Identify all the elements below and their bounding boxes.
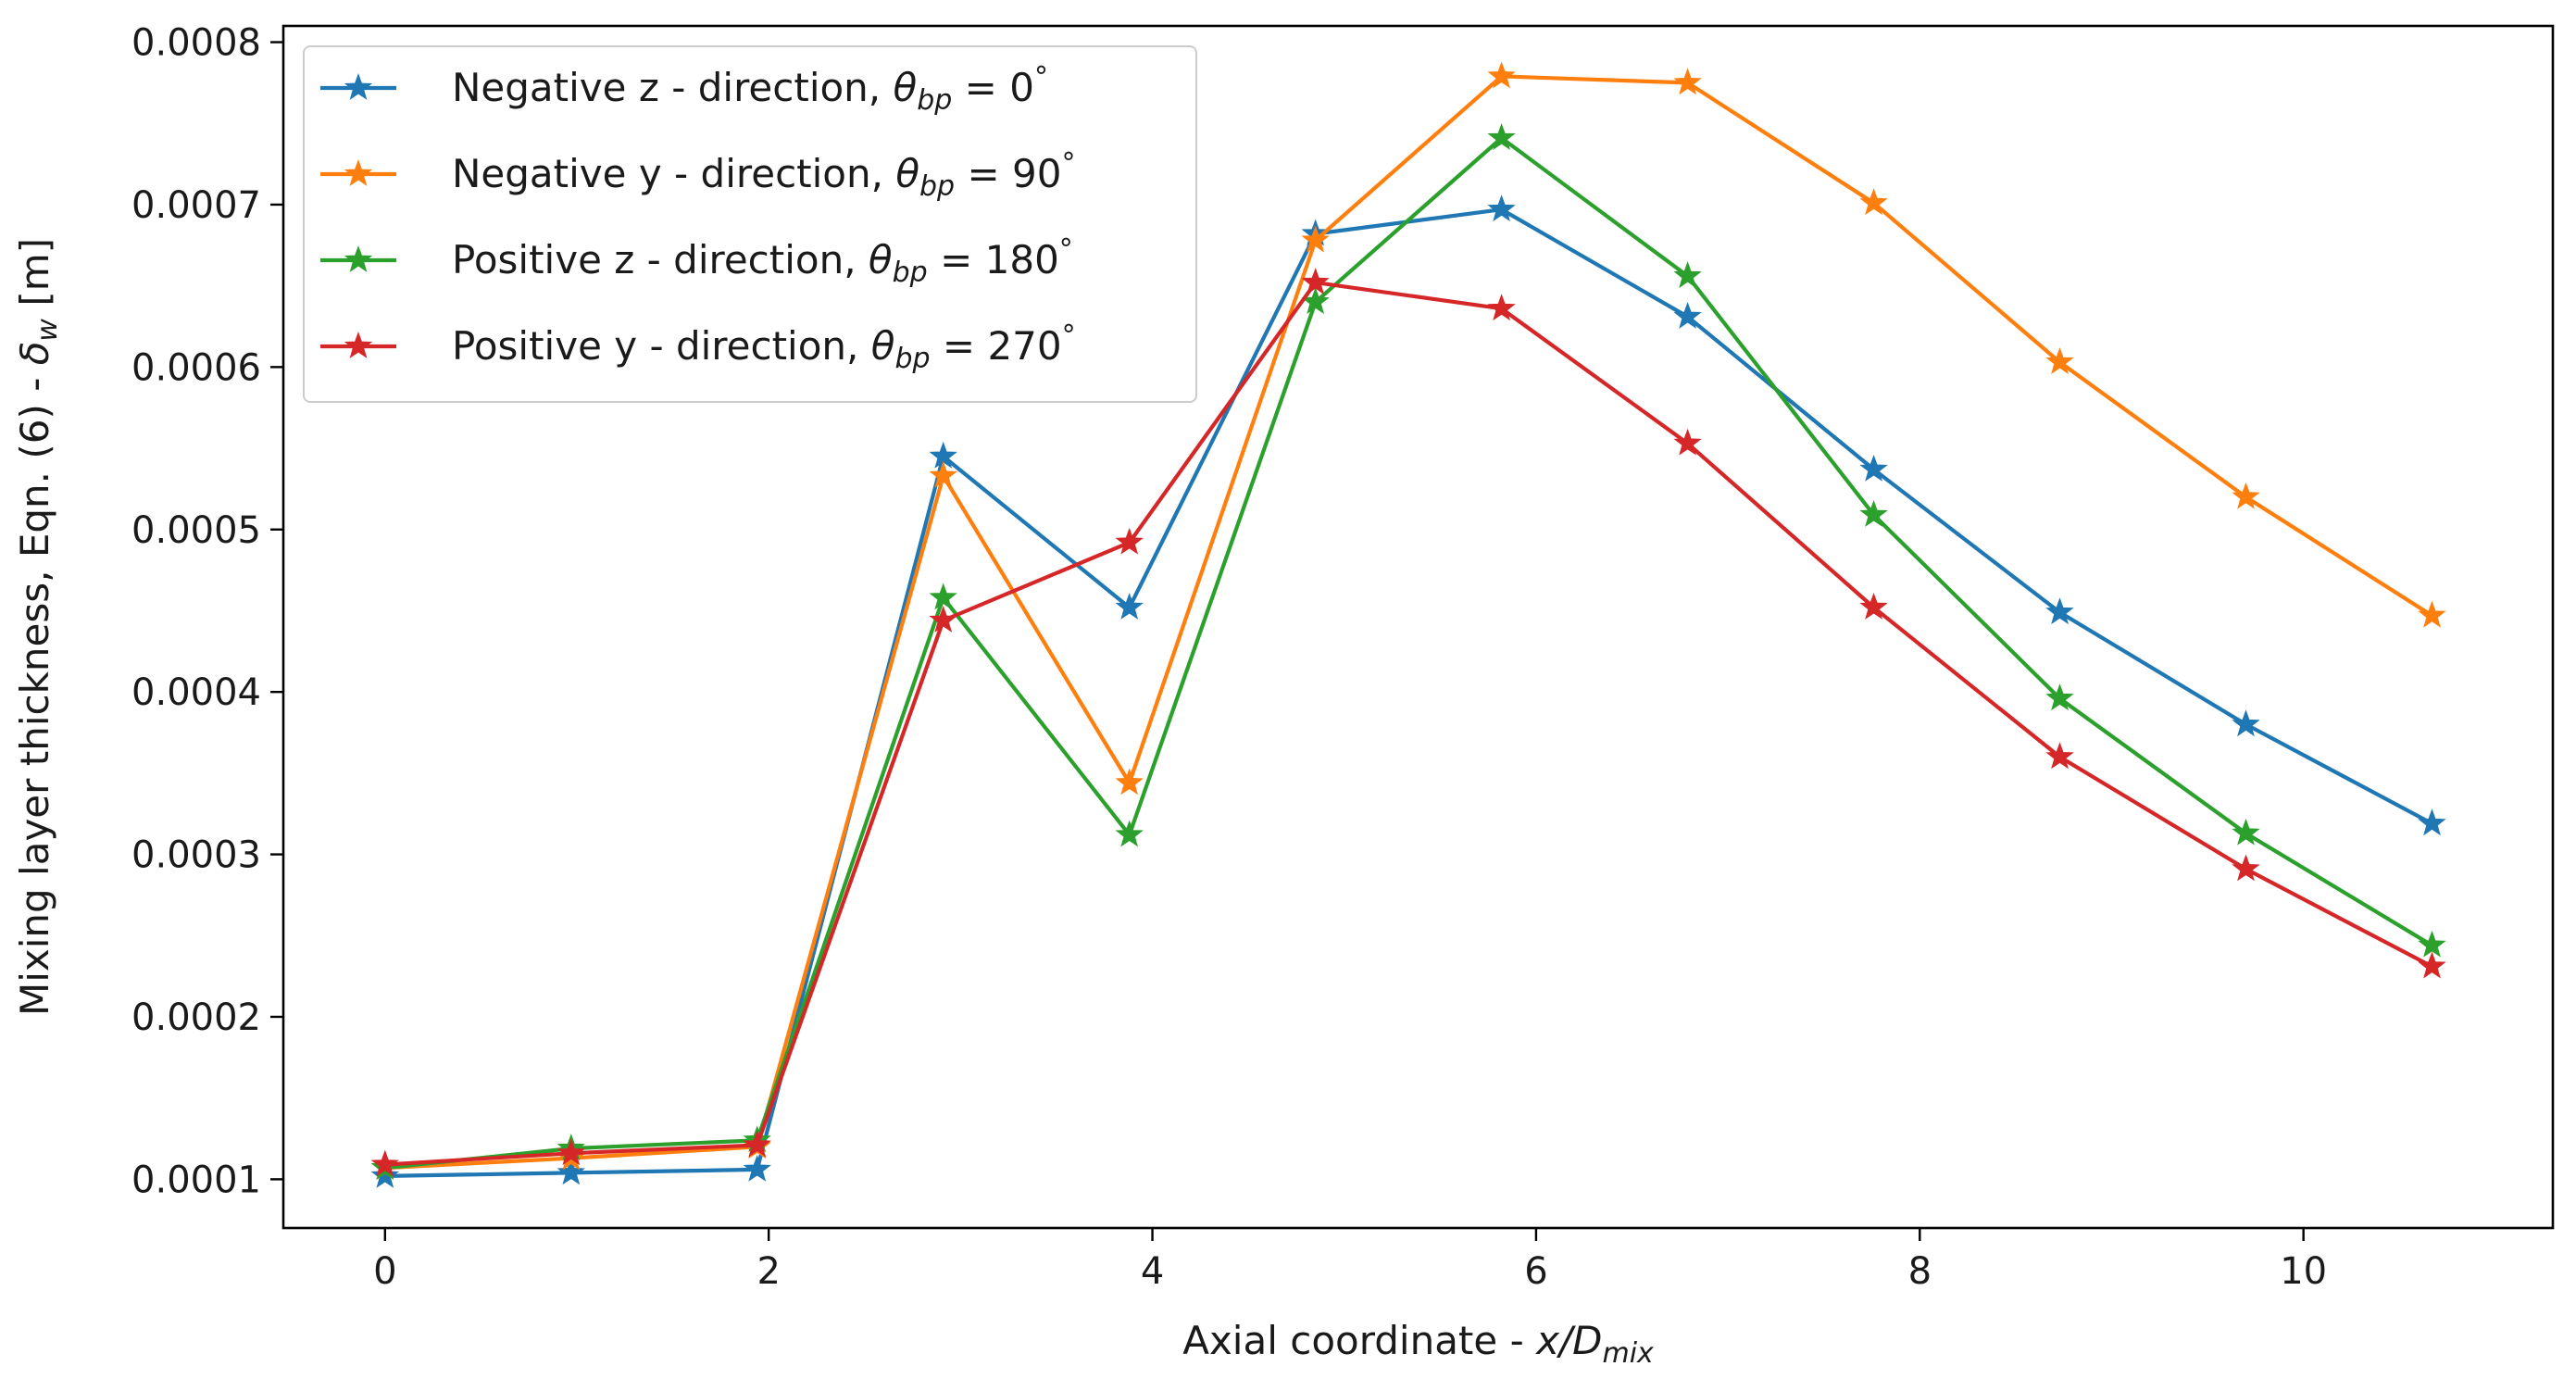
series-3-point-5 (1301, 268, 1330, 295)
x-tick-label-4: 8 (1908, 1250, 1932, 1293)
series-3-point-1 (556, 1138, 585, 1166)
series-3-point-6 (1487, 294, 1516, 321)
series-2-point-4 (1115, 820, 1144, 847)
y-tick-label-0: 0.0001 (131, 1159, 261, 1201)
series-0-point-8 (1859, 454, 1888, 482)
series-3-point-11 (2418, 951, 2446, 979)
series-0-point-4 (1115, 593, 1144, 620)
series-0-point-6 (1487, 194, 1516, 222)
series-2-point-3 (929, 583, 957, 610)
series-2-point-9 (2045, 683, 2074, 711)
series-3-point-9 (2045, 742, 2074, 770)
series-1-point-11 (2418, 600, 2446, 628)
y-tick-label-3: 0.0004 (131, 671, 261, 714)
y-tick-label-2: 0.0003 (131, 834, 261, 877)
legend-label-0: Negative z - direction, θbp = 0° (452, 61, 1048, 117)
legend-entry-2: Positive z - direction, θbp = 180° (320, 233, 1073, 289)
legend-marker-0 (344, 73, 373, 100)
legend: Negative z - direction, θbp = 0° Negative… (303, 45, 1197, 403)
x-axis-label: Axial coordinate - x/Dmix (1182, 1318, 1654, 1370)
series-3 (370, 268, 2446, 1177)
series-3-line (384, 281, 2433, 1167)
legend-entry-3: Positive y - direction, θbp = 270° (320, 320, 1076, 375)
series-0-point-1 (556, 1158, 585, 1185)
series-3-point-8 (1859, 593, 1888, 620)
series-0-point-7 (1673, 302, 1702, 329)
series-3-point-3 (929, 606, 957, 633)
series-1-point-3 (929, 460, 957, 488)
x-tick-label-1: 2 (757, 1250, 780, 1293)
series-3-point-7 (1673, 428, 1702, 456)
axis-layer: 0 2 4 6 8 10 0.0001 0.0002 0.0003 0.0004 0.0005 0.0… (12, 22, 2555, 1370)
series-2-point-10 (2232, 818, 2260, 846)
legend-entry-0: Negative z - direction, θbp = 0° (320, 61, 1048, 117)
legend-marker-3 (344, 332, 373, 358)
series-2-point-11 (2418, 930, 2446, 958)
y-tick-label-7: 0.0008 (131, 22, 261, 65)
y-tick-label-4: 0.0005 (131, 509, 261, 552)
x-tick-label-0: 0 (373, 1250, 396, 1293)
legend-label-2: Positive z - direction, θbp = 180° (452, 233, 1073, 289)
legend-entry-1: Negative y - direction, θbp = 90° (320, 147, 1075, 203)
series-0-point-11 (2418, 808, 2446, 836)
legend-label-3: Positive y - direction, θbp = 270° (452, 320, 1076, 375)
series-1-point-7 (1673, 68, 1702, 95)
series-1-point-8 (1859, 188, 1888, 216)
series-2-line (384, 135, 2433, 1171)
series-0-point-10 (2232, 709, 2260, 737)
series-2-point-6 (1487, 123, 1516, 150)
series-0-point-2 (743, 1154, 771, 1182)
series-1-point-9 (2045, 347, 2074, 374)
x-tick-label-3: 6 (1524, 1250, 1547, 1293)
series-3-point-2 (743, 1130, 771, 1158)
plot-frame (281, 24, 2555, 1230)
series-0-point-9 (2045, 597, 2074, 625)
series-2-point-7 (1673, 261, 1702, 289)
series-1-point-4 (1115, 768, 1144, 796)
series-2-point-8 (1859, 500, 1888, 527)
series-3-point-10 (2232, 854, 2260, 882)
series-1-point-10 (2232, 482, 2260, 509)
series-3-point-0 (370, 1149, 399, 1177)
series-3-point-4 (1115, 527, 1144, 555)
legend-box (303, 45, 1197, 403)
y-tick-label-5: 0.0006 (131, 346, 261, 389)
series-1-point-5 (1301, 225, 1330, 253)
y-tick-label-6: 0.0007 (131, 184, 261, 227)
y-tick-label-1: 0.0002 (131, 996, 261, 1039)
series-1-line (384, 74, 2433, 1171)
legend-marker-2 (344, 245, 373, 272)
legend-label-1: Negative y - direction, θbp = 90° (452, 147, 1075, 203)
series-layer (370, 61, 2446, 1188)
y-axis-label: Mixing layer thickness, Eqn. (6) - δw [m… (12, 238, 64, 1016)
x-tick-label-5: 10 (2280, 1250, 2327, 1293)
x-tick-label-2: 4 (1141, 1250, 1164, 1293)
series-1-point-6 (1487, 61, 1516, 89)
series-0-point-0 (370, 1160, 399, 1188)
legend-marker-1 (344, 159, 373, 186)
